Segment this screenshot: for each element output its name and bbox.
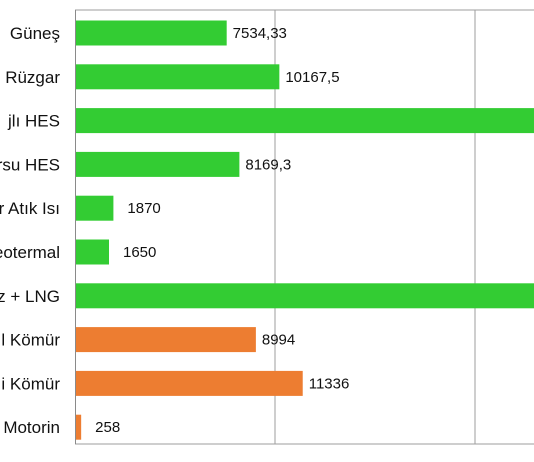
labels: Güneş 7534,33 Rüzgar 10167,5 jlı HES rsu HES 8… (0, 24, 349, 437)
data-label: 7534,33 (233, 25, 287, 42)
category-label: Güneş (10, 24, 60, 43)
data-label: 10167,5 (285, 69, 339, 86)
bar (76, 64, 280, 90)
data-label: 1870 (127, 200, 160, 217)
bar (76, 239, 109, 265)
bar (76, 20, 227, 46)
bar (76, 283, 534, 309)
bar (76, 327, 256, 353)
bar (76, 195, 114, 221)
data-label: 8994 (262, 332, 295, 349)
bars (76, 20, 534, 440)
data-label: 258 (95, 419, 120, 436)
category-label: Motorin (3, 418, 60, 437)
bar (76, 370, 303, 396)
bar (76, 108, 534, 134)
category-label: eotermal (0, 243, 60, 262)
category-label: Rüzgar (5, 68, 60, 87)
category-label: jlı HES (7, 112, 60, 131)
data-label: 11336 (309, 375, 350, 392)
bar (76, 414, 82, 440)
data-label: 8169,3 (245, 156, 291, 173)
category-label: r Atık Isı (0, 199, 60, 218)
bar (76, 151, 240, 177)
category-label: rsu HES (0, 155, 60, 174)
category-label: z + LNG (0, 287, 60, 306)
data-label: 1650 (123, 244, 156, 261)
category-label: i Kömür (1, 374, 60, 393)
category-label: l Kömür (1, 331, 60, 350)
